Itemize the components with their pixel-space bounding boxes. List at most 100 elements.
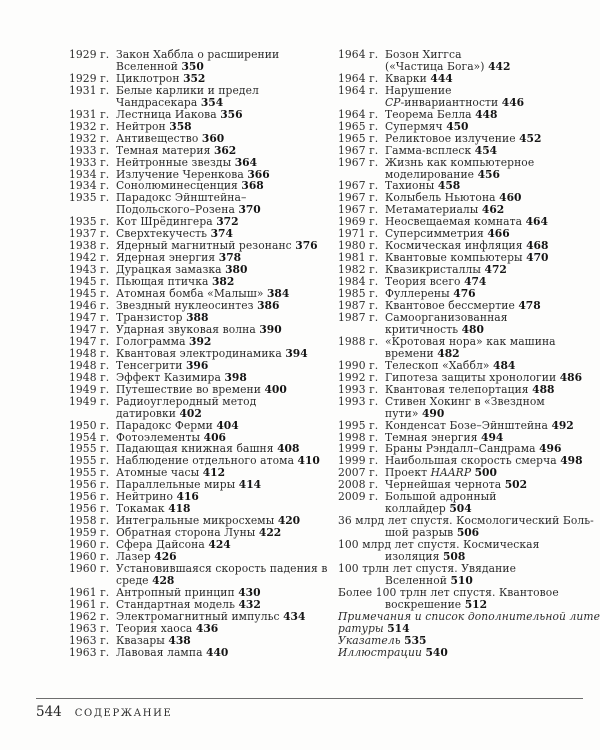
entry-year: 1947 г. bbox=[69, 310, 110, 324]
entry-year: 1964 г. bbox=[338, 107, 379, 121]
entry-year: 1948 г. bbox=[69, 358, 110, 372]
entry-page: 478 bbox=[518, 299, 541, 313]
toc-column-right: 1964 г. Бозон Хиггса («Частица Бога») 442 1… bbox=[338, 48, 600, 659]
entry-year: 1998 г. bbox=[338, 430, 379, 444]
entry-year: 1934 г. bbox=[69, 167, 110, 181]
entry-year: 1935 г. bbox=[69, 215, 110, 229]
toc-entry: 1980 г. Космическая инфляция 468 bbox=[338, 240, 598, 252]
entry-year: 1947 г. bbox=[69, 322, 110, 336]
entry-page: 442 bbox=[488, 59, 511, 73]
entry-page: 458 bbox=[437, 179, 461, 193]
entry-page: 464 bbox=[525, 215, 548, 229]
entry-title: Нейтронные звезды 364 bbox=[116, 155, 258, 169]
toc-entry: 1946 г. Звездный нуклеосинтез 386 bbox=[69, 300, 324, 312]
entry-year: 1948 г. bbox=[69, 346, 110, 360]
entry-title: Браны Рэндалл–Сандрама 496 bbox=[385, 442, 562, 456]
entry-title: Радиоуглеродный метод датировки 402 bbox=[116, 394, 257, 420]
entry-title: Лазер 426 bbox=[116, 550, 177, 564]
entry-title: Электромагнитный импульс 434 bbox=[116, 609, 306, 623]
toc-entry: 1960 г. Установившаяся скорость падения в… bbox=[69, 563, 327, 587]
entry-year: 1984 г. bbox=[338, 275, 379, 289]
entry-year: 1993 г. bbox=[338, 394, 379, 408]
toc-entry: 1982 г. Квазикристаллы 472 bbox=[338, 264, 598, 276]
toc-column-left: 1929 г. Закон Хаббла о расширении Вселенно… bbox=[69, 49, 327, 659]
entry-year: 1947 г. bbox=[69, 334, 110, 348]
entry-title: Примечания и список дополнительной лите-… bbox=[338, 609, 600, 635]
entry-year: 1931 г. bbox=[69, 107, 110, 121]
entry-title: Парадокс Эйнштейна– Подольского–Розена 37… bbox=[116, 191, 261, 217]
toc-entry: 1990 г. Телескоп «Хаббл» 484 bbox=[338, 359, 598, 372]
toc-entry: 1959 г. Обратная сторона Луны 422 bbox=[69, 527, 324, 539]
entry-title: «Кротовая нора» как машина времени 482 bbox=[385, 334, 556, 360]
toc-entry: 1960 г. Сфера Дайсона 424 bbox=[69, 539, 324, 551]
entry-page: 462 bbox=[481, 203, 505, 217]
entry-page: 390 bbox=[259, 322, 282, 336]
toc-entry: 1956 г. Параллельные миры 414 bbox=[69, 479, 324, 491]
toc-entry: 1929 г. Закон Хаббла о расширении Вселенно… bbox=[69, 49, 324, 73]
entry-page: 426 bbox=[154, 550, 177, 564]
entry-title: Парадокс Ферми 404 bbox=[116, 418, 239, 432]
entry-page: 372 bbox=[216, 215, 239, 229]
entry-title: Кварки 444 bbox=[385, 71, 453, 85]
entry-page: 448 bbox=[475, 107, 498, 121]
toc-entry: 1964 г. Нарушение CP-инвариантности 446 bbox=[338, 84, 598, 109]
entry-title: Нейтрон 358 bbox=[116, 119, 192, 133]
toc-entry: 1934 г. Излучение Черенкова 366 bbox=[69, 167, 324, 181]
entry-year: 1964 г. bbox=[338, 48, 379, 61]
entry-page: 388 bbox=[186, 310, 209, 324]
entry-year: 1938 г. bbox=[69, 239, 110, 253]
toc-entry: 1993 г. Стивен Хокинг в «Звездном пути» 49… bbox=[338, 394, 598, 420]
entry-page: 394 bbox=[285, 346, 308, 360]
entry-year: 1967 г. bbox=[338, 191, 379, 205]
entry-page: 370 bbox=[238, 203, 261, 217]
entry-page: 450 bbox=[446, 119, 469, 133]
toc-entry: 1955 г. Наблюдение отдельного атома 410 bbox=[69, 455, 324, 467]
entry-title: Квантовое бессмертие 478 bbox=[385, 299, 541, 313]
entry-year: 2009 г. bbox=[338, 490, 379, 504]
toc-entry: 1933 г. Нейтронные звезды 364 bbox=[69, 155, 324, 169]
entry-title: Большой адронный коллайдер 504 bbox=[385, 490, 497, 516]
entry-year: 1960 г. bbox=[69, 550, 110, 564]
toc-entry: 1999 г. Наибольшая скорость смерча 498 bbox=[338, 455, 598, 467]
entry-page: 382 bbox=[211, 275, 235, 289]
toc-entry: 1967 г. Тахионы 458 bbox=[338, 180, 598, 192]
toc-entry: 1938 г. Ядерный магнитный резонанс 376 bbox=[69, 240, 324, 252]
entry-page: 396 bbox=[186, 358, 209, 372]
toc-entry: 1985 г. Фуллерены 476 bbox=[338, 288, 598, 300]
toc-entry: 1942 г. Ядерная энергия 378 bbox=[69, 252, 324, 264]
toc-entry: 1967 г. Метаматериалы 462 bbox=[338, 204, 598, 216]
entry-year: 1929 г. bbox=[69, 48, 110, 61]
entry-title: Атомные часы 412 bbox=[116, 466, 226, 480]
entry-year: 1993 г. bbox=[338, 382, 379, 396]
toc-entry: 1956 г. Токамак 418 bbox=[69, 503, 324, 515]
entry-year: 1987 г. bbox=[338, 299, 379, 313]
entry-page: 400 bbox=[264, 382, 287, 396]
entry-page: 482 bbox=[437, 346, 460, 360]
entry-page: 386 bbox=[257, 299, 280, 313]
entry-title: Антивещество 360 bbox=[116, 131, 225, 145]
entry-page: 384 bbox=[267, 287, 290, 301]
entry-title: Белые карлики и предел Чандрасекара 354 bbox=[116, 83, 259, 109]
entry-title: Квазикристаллы 472 bbox=[385, 263, 507, 277]
entry-title: Темная материя 362 bbox=[116, 143, 237, 157]
entry-title: Пьющая птичка 382 bbox=[116, 275, 235, 289]
entry-title: Атомная бомба «Малыш» 384 bbox=[116, 287, 290, 301]
entry-page: 352 bbox=[183, 71, 206, 85]
entry-title: Фуллерены 476 bbox=[385, 287, 476, 301]
entry-year: 1965 г. bbox=[338, 131, 379, 145]
entry-title: Кот Шрёдингера 372 bbox=[116, 215, 239, 229]
entry-year: 1980 г. bbox=[338, 239, 379, 253]
entry-year: 1962 г. bbox=[69, 609, 110, 623]
entry-title: Метаматериалы 462 bbox=[385, 203, 505, 217]
entry-title: Указатель 535 bbox=[338, 633, 427, 647]
entry-title: Тахионы 458 bbox=[385, 179, 461, 193]
toc-entry: 1965 г. Супермяч 450 bbox=[338, 119, 598, 133]
toc-entry: 1984 г. Теория всего 474 bbox=[338, 276, 598, 288]
entry-page: 438 bbox=[168, 633, 191, 647]
entry-page: 486 bbox=[559, 370, 583, 384]
entry-year: 1955 г. bbox=[69, 454, 110, 468]
entry-title: Неосвещаемая комната 464 bbox=[385, 215, 548, 229]
entry-year: 1967 г. bbox=[338, 179, 379, 193]
entry-title: Сонолюминесценция 368 bbox=[116, 179, 264, 193]
toc-entry: 2007 г. Проект HAARP 500 bbox=[338, 467, 598, 479]
